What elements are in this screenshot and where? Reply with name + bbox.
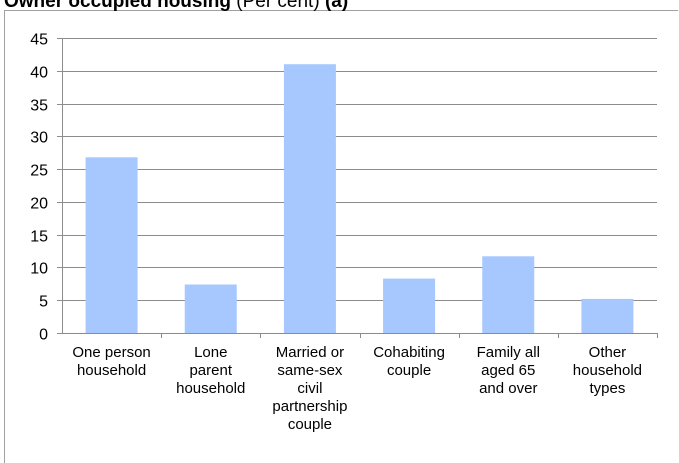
chart-title: Owner occupied housing (Per cent) (a)	[4, 0, 348, 12]
x-tick-label: Other household types	[573, 344, 642, 397]
y-tick-label: 15	[30, 229, 48, 246]
x-tick-label: Lone parent household	[176, 344, 245, 397]
y-tick-label: 10	[30, 261, 48, 278]
y-tick-label: 45	[30, 32, 48, 49]
y-tick-label: 35	[30, 98, 48, 115]
x-tick-label: Cohabiting couple	[373, 344, 445, 379]
x-tick-label: One person household	[72, 344, 150, 379]
chart-title-suffix: (a)	[324, 0, 349, 12]
x-tick-label: Family all aged 65 and over	[477, 344, 540, 397]
y-tick-label: 5	[39, 294, 48, 311]
bar	[383, 278, 436, 333]
y-tick-label: 20	[30, 196, 48, 213]
chart-title-main: Owner occupied housing	[4, 0, 231, 12]
x-tick-label: Married or same-sex civil partnership couple	[272, 344, 347, 433]
chart-title-units: (Per cent)	[230, 0, 325, 12]
y-tick-label: 0	[39, 327, 48, 344]
bar	[482, 256, 535, 333]
bar	[85, 157, 138, 333]
y-tick-label: 40	[30, 65, 48, 82]
bar	[581, 298, 634, 333]
bar	[184, 284, 237, 333]
bar	[283, 64, 336, 333]
chart-frame	[4, 10, 678, 463]
y-tick-label: 30	[30, 130, 48, 147]
y-tick-label: 25	[30, 163, 48, 180]
